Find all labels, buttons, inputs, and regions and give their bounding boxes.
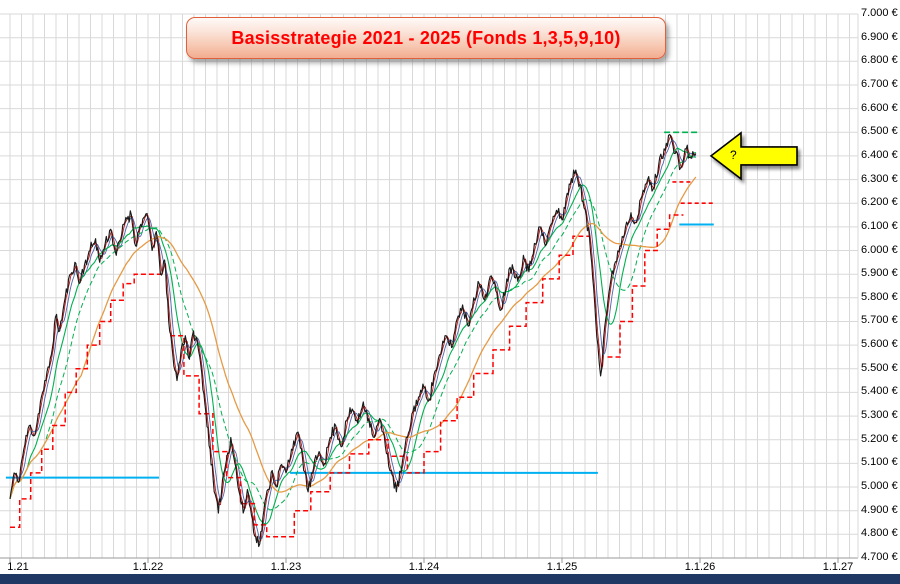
y-axis-label: 5.200 € [861, 433, 898, 445]
x-axis-label: 1.1.26 [684, 561, 716, 573]
x-axis-label: 1.1.22 [132, 561, 164, 573]
fast-ma-red [9, 134, 697, 543]
y-axis-label: 6.100 € [861, 220, 898, 232]
x-axis-label: 1.1.27 [822, 561, 854, 573]
fast-ma-blue [9, 139, 697, 540]
y-axis-label: 4.900 € [861, 504, 898, 516]
price-series [9, 134, 697, 548]
medium-ma-green-dashed [9, 152, 696, 511]
question-mark-label: ? [730, 148, 737, 162]
y-axis-label: 6.500 € [861, 125, 898, 137]
x-axis-label: 1.21 [7, 561, 29, 573]
x-axis-label: 1.1.25 [546, 561, 578, 573]
y-axis-label: 5.900 € [861, 267, 898, 279]
medium-ma-green [9, 147, 696, 525]
y-axis-label: 4.800 € [861, 527, 898, 539]
y-axis-label: 6.900 € [861, 31, 898, 43]
moving-averages [9, 134, 697, 543]
y-axis-label: 5.400 € [861, 385, 898, 397]
y-axis-label: 6.600 € [861, 102, 898, 114]
y-axis-label: 5.600 € [861, 338, 898, 350]
gridlines [0, 13, 859, 563]
y-axis-label: 5.000 € [861, 480, 898, 492]
y-axis-label: 5.700 € [861, 314, 898, 326]
slow-ma-orange [9, 176, 697, 500]
arrow-annotation[interactable] [709, 131, 798, 181]
y-axis-label: 6.800 € [861, 54, 898, 66]
bottom-window-bar [0, 574, 900, 584]
y-axis-label: 6.000 € [861, 244, 898, 256]
x-axis-label: 1.1.24 [408, 561, 440, 573]
y-axis-label: 6.700 € [861, 78, 898, 90]
y-axis-label: 6.300 € [861, 173, 898, 185]
y-axis-label: 6.200 € [861, 196, 898, 208]
chart-title-shape[interactable]: Basisstrategie 2021 - 2025 (Fonds 1,3,5,… [186, 17, 666, 59]
y-axis-label: 7.000 € [861, 7, 898, 19]
y-axis-label: 4.700 € [861, 551, 898, 563]
y-axis-label: 5.300 € [861, 409, 898, 421]
y-axis-label: 5.500 € [861, 362, 898, 374]
y-axis-label: 5.100 € [861, 456, 898, 468]
stop-loss-line [10, 214, 684, 538]
x-axis-label: 1.1.23 [270, 561, 302, 573]
y-axis-label: 6.400 € [861, 149, 898, 161]
chart-title-text: Basisstrategie 2021 - 2025 (Fonds 1,3,5,… [231, 27, 621, 48]
y-axis-label: 5.800 € [861, 291, 898, 303]
